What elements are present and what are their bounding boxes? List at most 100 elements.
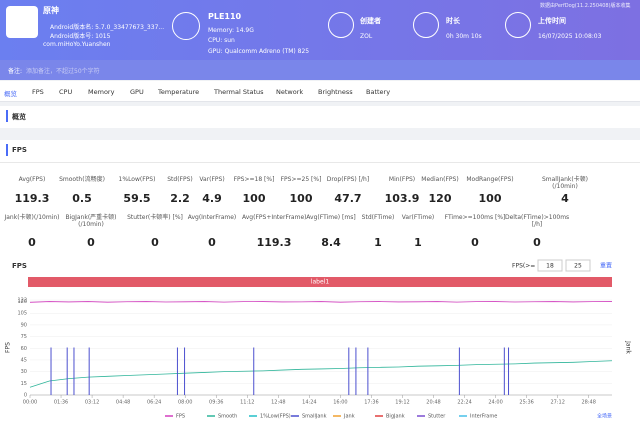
label-band-text: label1 (311, 279, 330, 286)
y-tick-label: 120 (17, 299, 27, 305)
upload-time: 16/07/2025 10:08:03 (538, 33, 602, 40)
tab[interactable]: Network (276, 88, 304, 96)
duration-label: 时长 (446, 17, 460, 25)
stat-value: 1 (374, 236, 382, 249)
creator-icon (328, 12, 354, 38)
threshold-value: 25 (574, 263, 582, 270)
stat-value: 100 (289, 192, 313, 205)
stat-label: Avg(InterFrame) (187, 214, 237, 221)
legend-label[interactable]: Stutter (428, 414, 446, 420)
stat-label: FPS>=25 [%] (280, 176, 322, 183)
tab[interactable]: CPU (59, 88, 73, 96)
remark-bar (0, 60, 640, 80)
stat-value: 120 (428, 192, 452, 205)
duration: 0h 30m 10s (446, 33, 482, 40)
stat-label: FTime>=100ms [%] (444, 214, 506, 221)
tab[interactable]: Temperature (158, 88, 200, 96)
x-tick-label: 01:36 (54, 400, 68, 406)
threshold-input[interactable] (565, 259, 591, 272)
stat-value: 47.7 (334, 192, 362, 205)
stat-label: Std(FPS) (167, 176, 193, 183)
reset-button[interactable]: 重置 (600, 262, 612, 270)
x-tick-label: 17:36 (364, 400, 378, 406)
stat-value: 2.2 (170, 192, 190, 205)
remark-label: 备注: (8, 68, 23, 75)
stat-label: Median(FPS) (421, 176, 459, 183)
stat-label: Min(FPS) (388, 176, 416, 183)
section-title: 概览 (12, 113, 26, 121)
tab-bar (0, 81, 640, 102)
tab[interactable]: Thermal Status (214, 88, 264, 96)
tab[interactable]: 概览 (4, 90, 17, 98)
legend-label[interactable]: SmallJank (302, 414, 327, 420)
stat-value: 0 (28, 236, 36, 249)
y-tick-label: 90 (21, 322, 27, 328)
remark-input[interactable]: 添加备注，不超过50个字符 (26, 68, 100, 75)
x-tick-label: 20:48 (426, 400, 440, 406)
x-tick-label: 19:12 (395, 400, 409, 406)
stat-value: 4.9 (202, 192, 222, 205)
stat-value: 8.4 (321, 236, 341, 249)
section-title: FPS (12, 146, 27, 154)
x-tick-label: 00:00 (23, 400, 37, 406)
source-note: 数据由PerfDog(11.2.250408)版本收集 (540, 3, 631, 9)
stat-label: ModRange(FPS) (466, 176, 514, 183)
chart-title: FPS (12, 262, 27, 270)
y-axis-label: FPS (5, 342, 12, 353)
legend-label[interactable]: 1%Low(FPS) (260, 414, 291, 420)
divider (0, 162, 640, 163)
stat-value: 0 (471, 236, 479, 249)
stat-label: Avg(FPS+InterFrame) (242, 214, 307, 221)
x-tick-label: 28:48 (582, 400, 596, 406)
legend-label[interactable]: Jank (343, 414, 355, 420)
y2-axis-label: Jank (625, 340, 632, 354)
x-tick-label: 09:36 (209, 400, 223, 406)
stat-label: Stutter(卡顿率) [%] (127, 214, 183, 221)
tab[interactable]: Memory (88, 88, 115, 96)
y-tick-label: 30 (21, 369, 27, 375)
stat-value: 100 (478, 192, 502, 205)
tab[interactable]: FPS (32, 88, 44, 96)
stat-value: 0 (151, 236, 159, 249)
tab[interactable]: GPU (130, 88, 144, 96)
series-line (29, 301, 613, 303)
gpu: GPU: Qualcomm Adreno (TM) 825 (208, 48, 310, 55)
stat-value: 1 (414, 236, 422, 249)
tab[interactable]: Brightness (318, 88, 353, 96)
stat-label: Var(FTime) (401, 214, 435, 221)
legend-label[interactable]: FPS (176, 414, 185, 420)
creator-label: 创建者 (360, 17, 381, 25)
upload-label: 上传时间 (538, 17, 566, 25)
y-tick-label: 45 (21, 357, 27, 363)
legend-label[interactable]: InterFrame (470, 414, 497, 420)
label-band (28, 277, 612, 287)
section-marker (6, 144, 8, 156)
y-tick-label: 0 (24, 393, 27, 399)
legend-label[interactable]: BigJank (386, 414, 405, 420)
device-name: PLE110 (208, 12, 242, 21)
stat-label: BigJank(严重卡顿)(/10min) (65, 214, 117, 228)
threshold-label: FPS(>= (512, 263, 535, 270)
x-tick-label: 16:00 (333, 400, 347, 406)
threshold-input[interactable] (537, 259, 563, 272)
stat-label: Std(FTime) (361, 214, 395, 221)
x-tick-label: 27:12 (550, 400, 564, 406)
section-marker (6, 110, 8, 122)
version-name: Android版本名: 5.7.0_33477673_337... (50, 24, 165, 31)
scene-label[interactable]: 全场景 (597, 413, 612, 420)
x-tick-label: 22:24 (457, 400, 471, 406)
y-tick-label: 15 (21, 381, 27, 387)
stat-value: 59.5 (123, 192, 151, 205)
y-tick-label: 60 (21, 346, 27, 352)
header (0, 0, 640, 60)
threshold-value: 18 (546, 263, 554, 270)
legend-label[interactable]: Smooth (218, 414, 237, 420)
tab[interactable]: Battery (366, 88, 391, 96)
creator: ZOL (360, 33, 373, 40)
y-tick-label: 105 (17, 311, 27, 317)
stat-value: 103.9 (384, 192, 420, 205)
app-name: 原神 (43, 6, 59, 15)
stat-value: 0 (533, 236, 541, 249)
x-tick-label: 25:36 (519, 400, 533, 406)
